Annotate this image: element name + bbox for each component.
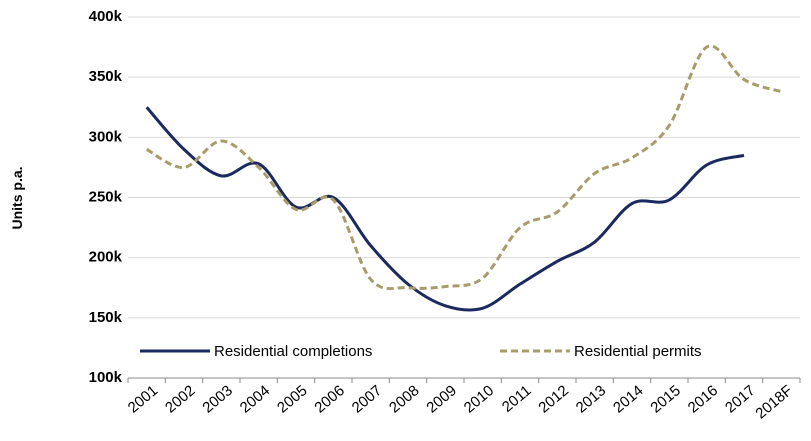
y-tick-label: 400k [89,8,123,25]
y-tick-label: 350k [89,68,123,85]
legend-label: Residential completions [214,343,372,360]
x-tick-label: 2014 [610,382,646,416]
x-tick-label: 2001 [125,382,161,416]
x-tick-label: 2015 [647,382,683,416]
x-tick-label: 2016 [685,382,721,416]
x-tick-label: 2006 [311,382,347,416]
legend-label: Residential permits [574,343,702,360]
y-tick-label: 250k [89,188,123,205]
x-tick-label: 2010 [461,382,497,416]
x-tick-label: 2007 [349,382,385,416]
y-tick-label: 150k [89,309,123,326]
x-tick-label: 2009 [423,382,459,416]
x-tick-label: 2002 [162,382,198,416]
x-tick-label: 2004 [237,382,273,416]
x-tick-label: 2018F [752,382,796,422]
y-tick-label: 300k [89,128,123,145]
x-tick-label: 2003 [199,382,235,416]
y-axis-label: Units p.a. [9,166,25,229]
line-series [145,44,782,291]
x-tick-label: 2011 [499,382,535,416]
x-tick-label: 2012 [535,382,571,416]
line-series [145,106,745,312]
y-tick-label: 200k [89,249,123,266]
x-tick-label: 2005 [274,382,310,416]
x-tick-label: 2008 [386,382,422,416]
y-tick-label: 100k [89,369,123,386]
x-tick-label: 2013 [573,382,609,416]
